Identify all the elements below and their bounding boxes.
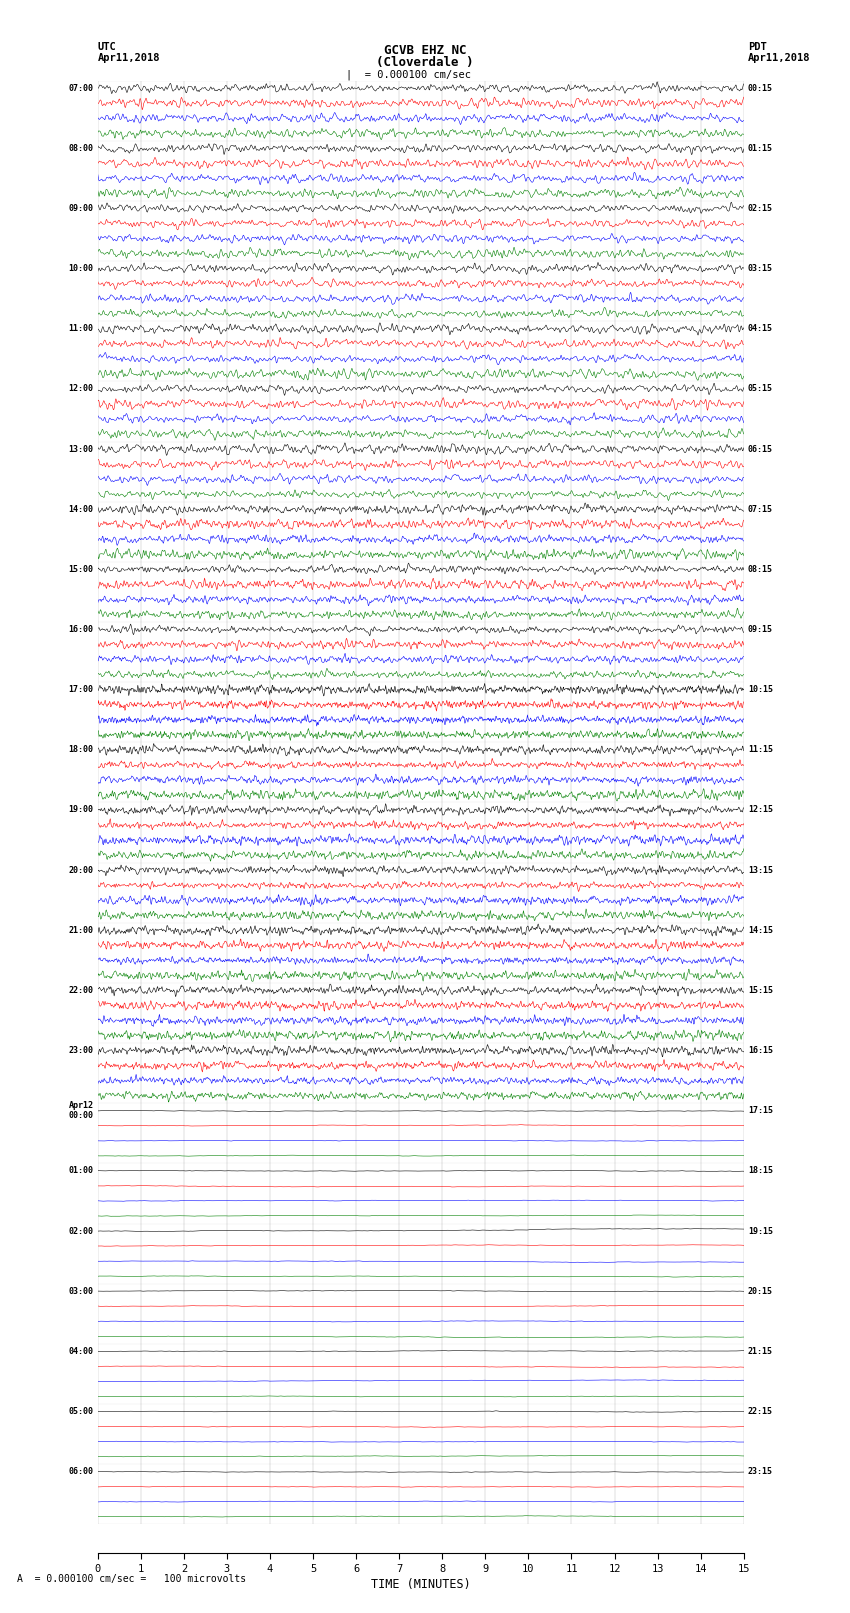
Text: 10:00: 10:00: [69, 265, 94, 273]
Text: 04:00: 04:00: [69, 1347, 94, 1357]
Text: 20:00: 20:00: [69, 866, 94, 874]
Text: 12:15: 12:15: [748, 805, 773, 815]
Text: 00:15: 00:15: [748, 84, 773, 92]
Text: 07:15: 07:15: [748, 505, 773, 513]
Text: 23:15: 23:15: [748, 1468, 773, 1476]
Text: 23:00: 23:00: [69, 1047, 94, 1055]
Text: 19:15: 19:15: [748, 1226, 773, 1236]
Text: 21:15: 21:15: [748, 1347, 773, 1357]
Text: 16:00: 16:00: [69, 624, 94, 634]
Text: 06:00: 06:00: [69, 1468, 94, 1476]
Text: 11:15: 11:15: [748, 745, 773, 755]
Text: 11:00: 11:00: [69, 324, 94, 334]
Text: 09:00: 09:00: [69, 203, 94, 213]
Text: 14:15: 14:15: [748, 926, 773, 936]
Text: 04:15: 04:15: [748, 324, 773, 334]
Text: 07:00: 07:00: [69, 84, 94, 92]
Text: 19:00: 19:00: [69, 805, 94, 815]
Text: 08:00: 08:00: [69, 144, 94, 153]
Text: UTC: UTC: [98, 42, 116, 52]
Text: 13:00: 13:00: [69, 445, 94, 453]
Text: 03:00: 03:00: [69, 1287, 94, 1295]
Text: 18:15: 18:15: [748, 1166, 773, 1176]
Text: 15:00: 15:00: [69, 565, 94, 574]
Text: PDT: PDT: [748, 42, 767, 52]
X-axis label: TIME (MINUTES): TIME (MINUTES): [371, 1578, 471, 1590]
Text: 21:00: 21:00: [69, 926, 94, 936]
Text: 05:15: 05:15: [748, 384, 773, 394]
Text: 01:15: 01:15: [748, 144, 773, 153]
Text: 16:15: 16:15: [748, 1047, 773, 1055]
Text: 10:15: 10:15: [748, 686, 773, 694]
Text: 13:15: 13:15: [748, 866, 773, 874]
Text: 15:15: 15:15: [748, 986, 773, 995]
Text: 18:00: 18:00: [69, 745, 94, 755]
Text: 22:00: 22:00: [69, 986, 94, 995]
Text: 22:15: 22:15: [748, 1407, 773, 1416]
Text: 02:00: 02:00: [69, 1226, 94, 1236]
Text: 14:00: 14:00: [69, 505, 94, 513]
Text: 05:00: 05:00: [69, 1407, 94, 1416]
Text: GCVB EHZ NC: GCVB EHZ NC: [383, 44, 467, 56]
Text: 02:15: 02:15: [748, 203, 773, 213]
Text: Apr11,2018: Apr11,2018: [748, 53, 811, 63]
Text: A  = 0.000100 cm/sec =   100 microvolts: A = 0.000100 cm/sec = 100 microvolts: [17, 1574, 246, 1584]
Text: 20:15: 20:15: [748, 1287, 773, 1295]
Text: 17:00: 17:00: [69, 686, 94, 694]
Text: 17:15: 17:15: [748, 1107, 773, 1115]
Text: 06:15: 06:15: [748, 445, 773, 453]
Text: 03:15: 03:15: [748, 265, 773, 273]
Text: 08:15: 08:15: [748, 565, 773, 574]
Text: 09:15: 09:15: [748, 624, 773, 634]
Text: 12:00: 12:00: [69, 384, 94, 394]
Text: Apr12
00:00: Apr12 00:00: [69, 1102, 94, 1121]
Text: |  = 0.000100 cm/sec: | = 0.000100 cm/sec: [345, 69, 471, 81]
Text: Apr11,2018: Apr11,2018: [98, 53, 161, 63]
Text: 01:00: 01:00: [69, 1166, 94, 1176]
Text: (Cloverdale ): (Cloverdale ): [377, 56, 473, 69]
